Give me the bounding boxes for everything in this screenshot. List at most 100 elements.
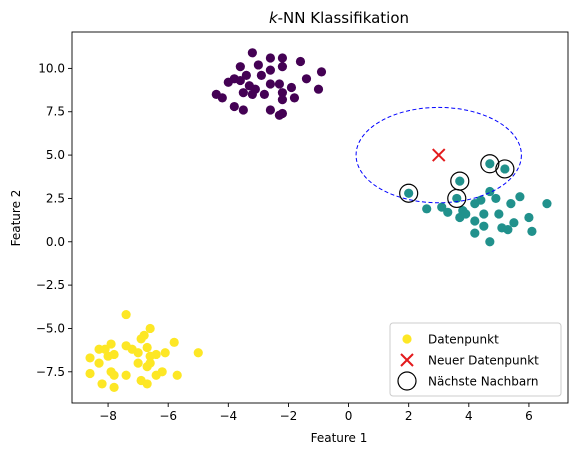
data-point-purple (286, 82, 297, 93)
axes-frame (71, 31, 569, 404)
data-point-purple (277, 95, 288, 105)
data-point-yellow (157, 367, 167, 377)
data-marks (85, 48, 552, 392)
data-point-purple (289, 93, 300, 103)
nearest-neighbor-ring (495, 159, 515, 179)
legend-label: Nächste Nachbarn (428, 375, 539, 389)
data-point-yellow (172, 370, 182, 380)
data-point-teal (500, 164, 510, 174)
data-point-teal (494, 209, 504, 219)
data-point-yellow (169, 337, 179, 347)
data-point-teal (515, 192, 525, 202)
data-point-purple (238, 88, 248, 98)
x-tick-label: −6 (159, 409, 177, 423)
data-point-yellow (109, 370, 119, 380)
data-point-teal (404, 188, 414, 198)
legend-label: Datenpunkt (428, 333, 499, 347)
y-axis-label: Feature 2 (9, 190, 23, 247)
data-point-purple (277, 108, 288, 119)
data-point-purple (313, 84, 324, 94)
data-point-teal (491, 193, 501, 204)
neighborhood-ellipse (355, 106, 522, 204)
data-point-purple (265, 65, 275, 75)
data-point-yellow (109, 349, 119, 360)
data-point-teal (509, 218, 519, 228)
y-tick-label: −2.5 (36, 278, 65, 292)
y-tick-label: 5.0 (46, 148, 65, 162)
data-point-teal (437, 202, 447, 212)
data-point-purple (256, 70, 266, 80)
data-point-yellow (97, 379, 107, 389)
data-point-teal (470, 228, 480, 238)
data-point-yellow (121, 309, 131, 320)
x-axis-label: Feature 1 (311, 431, 368, 445)
data-point-purple (301, 74, 312, 84)
x-tick-label: 4 (465, 409, 473, 423)
data-point-purple (229, 101, 239, 112)
data-point-purple (238, 105, 248, 115)
chart-title-prefix: k (269, 9, 279, 27)
data-point-purple (265, 53, 275, 63)
data-point-yellow (142, 379, 152, 389)
x-tick-label: −2 (280, 409, 298, 423)
data-point-yellow (193, 348, 203, 358)
legend-box (389, 322, 562, 397)
data-point-purple (265, 105, 275, 115)
data-point-purple (235, 75, 245, 86)
data-point-purple (265, 79, 275, 89)
data-point-teal (479, 209, 489, 219)
data-point-teal (527, 226, 537, 236)
nearest-neighbor-ring (399, 183, 419, 203)
data-point-yellow (109, 382, 119, 392)
data-point-purple (223, 77, 233, 87)
data-point-purple (217, 93, 227, 103)
data-point-yellow (94, 358, 104, 368)
data-point-yellow (133, 348, 143, 358)
data-point-yellow (106, 339, 116, 349)
data-point-purple (277, 88, 288, 98)
data-point-yellow (145, 323, 155, 334)
data-point-teal (485, 237, 495, 247)
legend-x-marker (400, 353, 414, 367)
data-point-yellow (85, 368, 95, 379)
data-point-teal (524, 212, 534, 223)
y-tick-label: 7.5 (46, 105, 65, 119)
y-tick-label: 2.5 (46, 191, 65, 205)
legend: Datenpunkt Neuer Datenpunkt Nächste Nachba… (389, 322, 562, 397)
legend-dot-marker (402, 334, 412, 344)
data-point-teal (476, 195, 486, 205)
y-tick-label: 0.0 (46, 235, 65, 249)
data-point-teal (485, 159, 495, 169)
new-point-x-stroke (432, 148, 446, 162)
data-point-purple (277, 62, 288, 72)
chart-title-rest: -NN Klassifikation (278, 9, 409, 27)
y-tick-label: −7.5 (36, 365, 65, 379)
data-point-purple (295, 56, 306, 67)
chart-title: k-NN Klassifikation (269, 9, 409, 27)
data-point-teal (461, 209, 471, 219)
data-point-teal (443, 207, 453, 217)
axes: −8 −6 −4 −2 0 2 4 6 −7.5 −5.0 −2.5 0.0 2.5 5.0 7.5 10.0 (36, 31, 569, 423)
data-point-yellow (142, 342, 152, 353)
data-point-purple (241, 70, 251, 80)
data-point-purple (277, 53, 288, 63)
nearest-neighbor-ring (480, 154, 500, 174)
data-point-yellow (151, 349, 161, 360)
data-point-purple (247, 89, 257, 100)
x-tick-label: −4 (219, 409, 237, 423)
data-point-yellow (145, 358, 155, 368)
data-point-teal (470, 216, 480, 226)
y-tick-label: −5.0 (36, 321, 65, 335)
data-point-teal (479, 221, 489, 231)
x-tick-label: −8 (99, 409, 117, 423)
data-point-yellow (160, 348, 170, 358)
data-point-yellow (121, 370, 131, 380)
data-point-purple (316, 67, 327, 77)
data-point-purple (259, 89, 269, 100)
data-point-purple (235, 62, 245, 72)
y-tick-label: 10.0 (38, 61, 65, 75)
x-tick-label: 6 (525, 409, 533, 423)
legend-ring-marker (397, 371, 417, 391)
data-point-teal (506, 199, 516, 209)
